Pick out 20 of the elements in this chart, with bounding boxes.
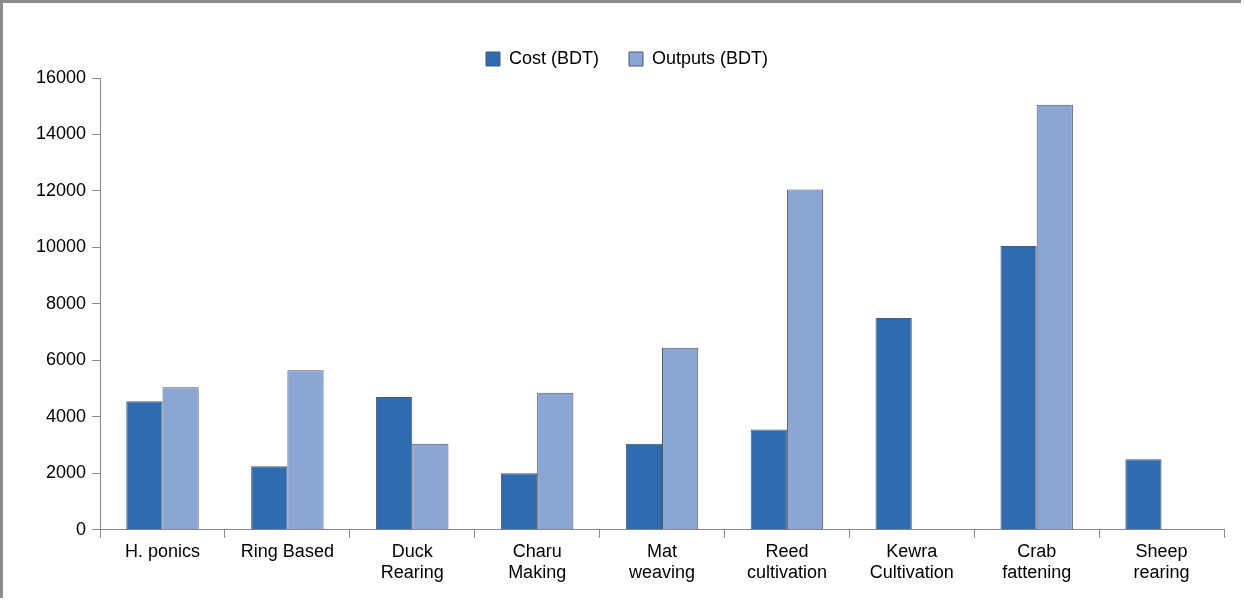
legend-label: Cost (BDT)	[508, 47, 599, 68]
x-tick-label: H. ponics	[124, 540, 201, 561]
x-tick-label: Mat weaving	[628, 540, 696, 583]
x-tick-label: Duck Rearing	[380, 540, 444, 583]
y-tick-label: 2000	[46, 462, 87, 483]
y-tick-label: 14000	[35, 123, 87, 144]
y-tick-label: 16000	[35, 66, 87, 87]
x-tick-label: Crab fattening	[1002, 540, 1072, 583]
x-tick-label: Sheep rearing	[1133, 540, 1190, 583]
x-tick-label: Kewra Cultivation	[869, 540, 954, 583]
y-tick-label: 0	[76, 518, 87, 539]
y-tick-label: 6000	[46, 349, 87, 370]
y-tick-label: 8000	[46, 292, 87, 313]
x-tick-label: Reed cultivation	[746, 540, 827, 583]
y-tick-label: 12000	[35, 179, 87, 200]
legend-label: Outputs (BDT)	[651, 47, 769, 68]
x-tick-label: Ring Based	[240, 540, 334, 561]
x-tick-label: Charu Making	[508, 540, 567, 583]
y-tick-label: 10000	[35, 236, 87, 257]
y-tick-label: 4000	[46, 405, 87, 426]
